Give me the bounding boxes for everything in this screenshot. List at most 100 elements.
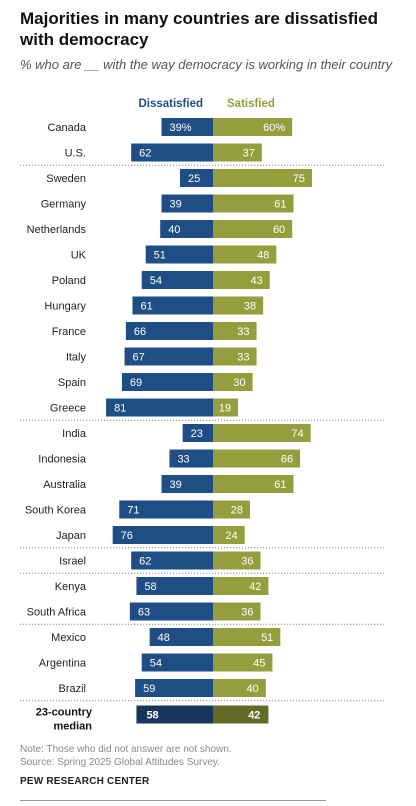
bar-dissatisfied [125, 322, 213, 340]
value-satisfied: 36 [241, 556, 253, 568]
bar-satisfied [213, 577, 269, 595]
country-label: Japan [56, 530, 86, 542]
legend-satisfied: Satisfied [227, 98, 275, 110]
value-dissatisfied: 69 [130, 377, 142, 389]
value-satisfied: 42 [249, 581, 261, 593]
bar-dissatisfied [136, 577, 213, 595]
bar-dissatisfied [135, 679, 213, 697]
value-dissatisfied: 40 [168, 224, 180, 236]
bar-satisfied [213, 143, 262, 162]
value-dissatisfied: 54 [150, 275, 162, 287]
country-label: Hungary [44, 301, 86, 313]
bar-dissatisfied [131, 551, 213, 570]
value-satisfied: 40 [247, 683, 259, 695]
value-satisfied: 19 [219, 403, 231, 415]
value-satisfied: 74 [291, 428, 303, 440]
value-dissatisfied: 71 [127, 505, 139, 517]
bar-satisfied [213, 220, 293, 238]
value-satisfied: 60% [263, 122, 285, 134]
bar-satisfied [213, 475, 294, 493]
value-dissatisfied: 59 [143, 683, 155, 695]
bar-satisfied [213, 679, 266, 697]
bar-dissatisfied [112, 526, 213, 544]
bar-dissatisfied [161, 194, 213, 213]
bar-dissatisfied [182, 424, 213, 442]
value-dissatisfied: 76 [121, 530, 133, 542]
bar-satisfied [213, 118, 293, 136]
value-dissatisfied: 66 [134, 326, 146, 338]
country-label: Kenya [55, 581, 87, 593]
chart-source: Source: Spring 2025 Global Attitudes Sur… [20, 757, 220, 768]
value-satisfied: 33 [237, 326, 249, 338]
country-label: Indonesia [38, 454, 87, 466]
organization-name: PEW RESEARCH CENTER [20, 776, 150, 787]
value-dissatisfied: 23 [191, 428, 203, 440]
country-label: Canada [47, 122, 86, 134]
value-dissatisfied: 58 [144, 581, 156, 593]
bar-dissatisfied [119, 500, 213, 519]
country-label: UK [71, 250, 87, 262]
country-label: Italy [66, 352, 87, 364]
bar-satisfied [213, 347, 257, 366]
median-label-line1: 23-country [36, 707, 93, 719]
country-label: Greece [50, 403, 86, 415]
value-dissatisfied: 61 [140, 301, 152, 313]
bar-dissatisfied [161, 475, 213, 493]
value-dissatisfied: 33 [177, 454, 189, 466]
country-label: Australia [43, 479, 87, 491]
country-label: Mexico [51, 632, 86, 644]
country-label: Argentina [39, 658, 87, 670]
value-dissatisfied: 63 [138, 607, 150, 619]
value-satisfied: 61 [274, 199, 286, 211]
country-label: Brazil [58, 683, 86, 695]
bar-dissatisfied [141, 271, 213, 289]
country-label: Germany [41, 199, 87, 211]
bar-dissatisfied [121, 373, 213, 391]
bar-dissatisfied [106, 398, 213, 417]
value-dissatisfied: 67 [133, 352, 145, 364]
bar-satisfied [213, 398, 239, 417]
value-satisfied: 28 [231, 505, 243, 517]
country-label: Spain [58, 377, 86, 389]
chart-subtitle: % who are __ with the way democracy is w… [20, 57, 393, 72]
bar-dissatisfied [141, 653, 213, 672]
value-dissatisfied: 81 [114, 403, 126, 415]
value-satisfied: 24 [225, 530, 237, 542]
bar-dissatisfied [132, 296, 213, 315]
value-dissatisfied: 39 [170, 479, 182, 491]
bar-dissatisfied [161, 118, 213, 136]
value-satisfied: 60 [273, 224, 285, 236]
footer-divider [20, 800, 326, 801]
bar-satisfied [213, 551, 261, 570]
value-dissatisfied: 39 [170, 199, 182, 211]
value-dissatisfied: 48 [158, 632, 170, 644]
bar-satisfied [213, 653, 273, 672]
median-bar-satisfied [213, 705, 269, 724]
value-satisfied: 48 [257, 250, 269, 262]
country-label: South Africa [27, 607, 87, 619]
median-bar-dissatisfied [136, 705, 213, 724]
bar-dissatisfied [149, 628, 213, 646]
median-value-dissatisfied: 58 [146, 710, 158, 722]
value-satisfied: 66 [281, 454, 293, 466]
value-dissatisfied: 39% [170, 122, 192, 134]
bar-satisfied [213, 449, 301, 468]
bar-satisfied [213, 245, 277, 264]
bar-dissatisfied [160, 220, 213, 238]
bar-satisfied [213, 526, 245, 544]
bar-dissatisfied [180, 169, 213, 187]
bar-satisfied [213, 296, 264, 315]
value-satisfied: 38 [244, 301, 256, 313]
value-satisfied: 37 [243, 148, 255, 160]
country-label: Netherlands [27, 224, 87, 236]
country-label: France [52, 326, 86, 338]
country-label: Poland [52, 275, 86, 287]
bar-dissatisfied [124, 347, 213, 366]
country-label: India [62, 428, 87, 440]
bar-satisfied [213, 194, 294, 213]
value-satisfied: 51 [261, 632, 273, 644]
country-label: Israel [59, 556, 86, 568]
bar-satisfied [213, 322, 257, 340]
value-satisfied: 45 [253, 658, 265, 670]
value-dissatisfied: 25 [188, 173, 200, 185]
